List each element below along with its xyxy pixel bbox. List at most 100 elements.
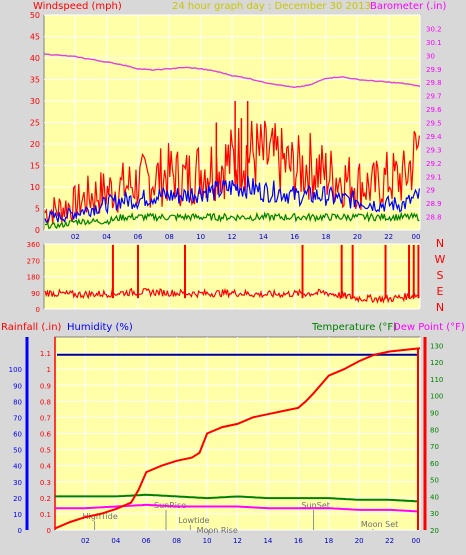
wind-x-tick-label: 14 [259,233,268,241]
rain-x-tick-label: 04 [111,537,120,545]
wind-y-tick-label: 30 [30,97,40,106]
wind-average-line [44,175,420,224]
barometer-y-tick-label: 30 [426,52,435,60]
wind-y-tick-label: 35 [30,76,40,85]
compass-label: E [437,285,444,298]
wind-low-line [44,211,420,230]
barometer-y-tick-label: 28.8 [426,214,442,222]
wind-x-tick-label: 22 [384,233,393,241]
temperature-y-tick-label: 50 [430,477,439,485]
barometer-y-tick-label: 30.2 [426,25,442,33]
wind-y-tick-label: 45 [30,33,40,42]
rain-x-tick-label: 18 [324,537,333,545]
wind-y-tick-label: 5 [35,205,40,214]
direction-y-tick-label: 90 [31,290,40,298]
wind-x-tick-label: 20 [353,233,362,241]
barometer-y-tick-label: 29.2 [426,160,442,168]
humidity-y-tick-label: 0 [18,527,22,535]
humidity-y-tick-label: 50 [13,447,22,455]
wind-x-tick-label: 12 [228,233,237,241]
temperature-y-tick-label: 40 [430,493,439,501]
barometer-y-tick-label: 29.5 [426,120,442,128]
rainfall-line [54,347,421,530]
rain-x-tick-label: 08 [172,537,181,545]
compass-label: W [435,253,446,266]
temperature-line [55,493,419,503]
direction-y-tick-label: 180 [27,274,40,282]
rainfall-y-tick-label: 0.9 [40,382,51,390]
compass-label: N [436,301,444,314]
wind-gust-line [44,120,420,225]
annotation-label: Lowtide [178,516,209,525]
wind-y-tick-label: 0 [35,226,40,235]
chart-title: 24 hour graph day : December 30 2013 [172,1,371,12]
humidity-y-tick-label: 90 [13,382,22,390]
barometer-y-tick-label: 29.3 [426,146,442,154]
temperature-y-tick-label: 70 [430,443,439,451]
annotation-label: SunSet [302,501,330,510]
temperature-y-tick-label: 60 [430,460,439,468]
wind-y-tick-label: 10 [30,183,40,192]
wind-direction-line [44,287,420,305]
humidity-y-tick-label: 30 [13,479,22,487]
wind-x-tick-label: 08 [165,233,174,241]
barometer-y-tick-label: 29.6 [426,106,442,114]
temperature-y-tick-label: 80 [430,426,439,434]
temperature-y-tick-label: 100 [430,393,443,401]
wind-x-tick-label: 06 [134,233,143,241]
temperature-y-tick-label: 30 [430,510,439,518]
barometer-y-tick-label: 29.7 [426,93,442,101]
rainfall-y-tick-label: 0.6 [40,431,52,439]
wind-y-tick-label: 20 [30,140,40,149]
barometer-y-tick-label: 29.8 [426,79,442,87]
rainfall-axis-title: Rainfall (.in) [1,322,62,333]
barometer-y-tick-label: 29.4 [426,133,442,141]
annotation-label: Moon Set [361,520,398,529]
temperature-axis-title: Temperature (°F) [311,322,397,333]
rainfall-y-tick-label: 0.7 [40,414,51,422]
annotation-label: HighTide [83,512,118,521]
humidity-y-tick-label: 40 [13,463,22,471]
compass-label: S [437,269,444,282]
rainfall-y-tick-label: 0.2 [40,495,51,503]
wind-y-tick-label: 50 [30,11,40,20]
dewpoint-line [55,503,419,513]
wind-x-tick-label: 04 [102,233,111,241]
rain-x-tick-label: 16 [294,537,303,545]
rainfall-y-tick-label: 0.1 [40,511,51,519]
barometer-y-tick-label: 30.1 [426,39,442,47]
barometer-y-tick-label: 29.1 [426,173,442,181]
temperature-y-tick-label: 130 [430,342,443,350]
humidity-y-tick-label: 10 [13,511,22,519]
wind-x-tick-label: 16 [290,233,299,241]
barometer-y-tick-label: 29.9 [426,66,442,74]
rain-x-tick-label: 22 [385,537,394,545]
humidity-y-tick-label: 80 [13,398,22,406]
rain-x-tick-label: 00 [412,537,421,545]
wind-x-tick-label: 02 [71,233,80,241]
wind-y-tick-label: 40 [30,54,40,63]
rainfall-y-tick-label: 0.4 [40,463,52,471]
rain-x-tick-label: 20 [355,537,364,545]
temperature-y-tick-label: 20 [430,527,439,535]
humidity-y-tick-label: 20 [13,495,22,503]
humidity-y-tick-label: 60 [13,431,22,439]
wind-y-tick-label: 15 [30,162,40,171]
barometer-y-tick-label: 29 [426,187,435,195]
rain-x-tick-label: 10 [203,537,212,545]
rainfall-y-tick-label: 1 [47,366,51,374]
wind-x-tick-label: 10 [196,233,205,241]
rainfall-y-tick-label: 1.1 [40,350,51,358]
compass-label: N [436,237,444,250]
barometer-y-tick-label: 28.9 [426,200,442,208]
temperature-y-tick-label: 90 [430,410,439,418]
wind-y-tick-label: 25 [30,119,40,128]
barometer-line [43,52,421,89]
rain-x-tick-label: 14 [263,537,272,545]
rainfall-y-tick-label: 0.8 [40,398,51,406]
rainfall-y-tick-label: 0.5 [40,447,51,455]
rain-x-tick-label: 06 [142,537,151,545]
rain-x-tick-label: 12 [233,537,242,545]
